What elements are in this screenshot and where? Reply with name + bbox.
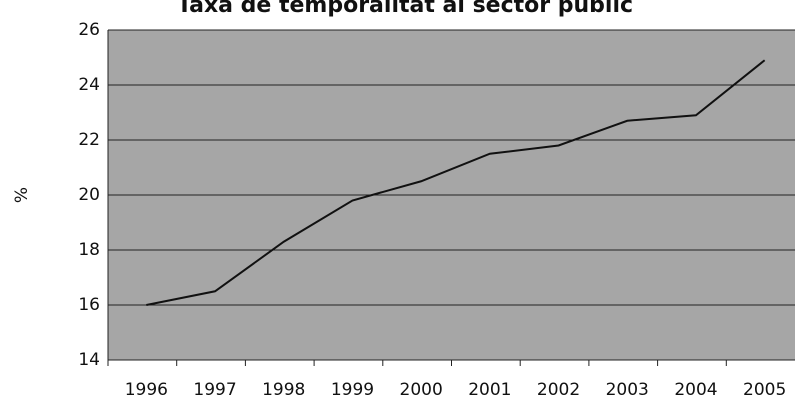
y-tick-label: 22 — [78, 130, 100, 150]
x-tick-label: 1996 — [125, 380, 168, 400]
x-tick-label: 2000 — [400, 380, 443, 400]
y-axis-label: % — [12, 187, 32, 203]
data-line — [146, 59, 766, 306]
x-tick-label: 1999 — [331, 380, 374, 400]
x-tick-label: 2002 — [537, 380, 580, 400]
y-tick-label: 26 — [78, 20, 100, 40]
y-tick-label: 18 — [78, 240, 100, 260]
x-tick-label: 1997 — [193, 380, 236, 400]
y-tick-label: 20 — [78, 185, 100, 205]
x-tick-label: 2005 — [743, 380, 786, 400]
x-tick-label: 1998 — [262, 380, 305, 400]
x-tick-label: 2004 — [674, 380, 717, 400]
y-tick-label: 14 — [78, 350, 100, 370]
x-tick-label: 2003 — [606, 380, 649, 400]
y-tick-label: 24 — [78, 75, 100, 95]
chart-title: Taxa de temporalitat al sector públic — [177, 0, 633, 18]
x-tick-label: 2001 — [468, 380, 511, 400]
y-tick-label: 16 — [78, 295, 100, 315]
